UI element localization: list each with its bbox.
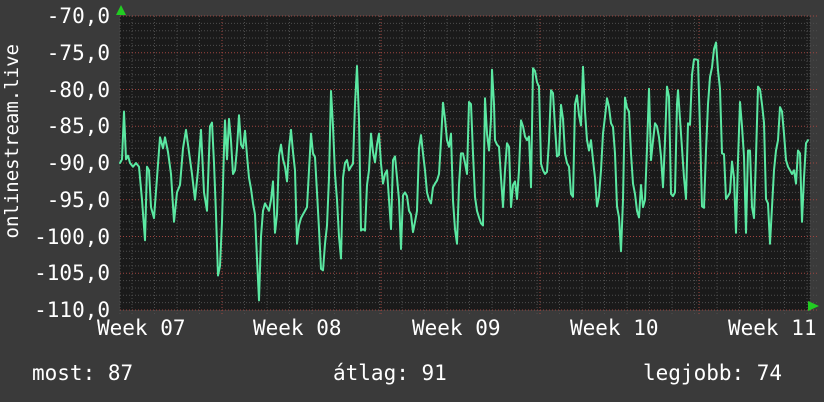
y-axis-tick-label: -70,0 — [46, 4, 110, 28]
x-axis-week-label: Week 11 — [728, 316, 817, 340]
x-axis-week-label: Week 07 — [97, 316, 186, 340]
x-axis-week-label: Week 09 — [412, 316, 501, 340]
stat-current: most: 87 — [32, 361, 134, 385]
y-axis-tick-label: -110,0 — [34, 298, 110, 322]
y-axis-tick-label: -75,0 — [46, 40, 110, 65]
y-axis-tick-label: -90,0 — [46, 151, 110, 175]
x-axis-week-label: Week 08 — [253, 316, 342, 340]
x-axis-arrow-icon — [808, 301, 819, 311]
y-axis-tick-label: -100,0 — [34, 224, 110, 249]
stat-best: legjobb: 74 — [643, 361, 783, 385]
y-axis-tick-label: -95,0 — [46, 187, 110, 212]
y-axis-tick-label: -105,0 — [34, 261, 110, 286]
x-axis-week-label: Week 10 — [570, 316, 659, 340]
y-axis-tick-label: -80,0 — [46, 77, 110, 102]
y-axis-tick-label: -85,0 — [46, 114, 110, 139]
signal-line — [119, 41, 809, 302]
y-axis-arrow-icon — [116, 5, 126, 15]
stat-average: átlag: 91 — [333, 361, 447, 385]
